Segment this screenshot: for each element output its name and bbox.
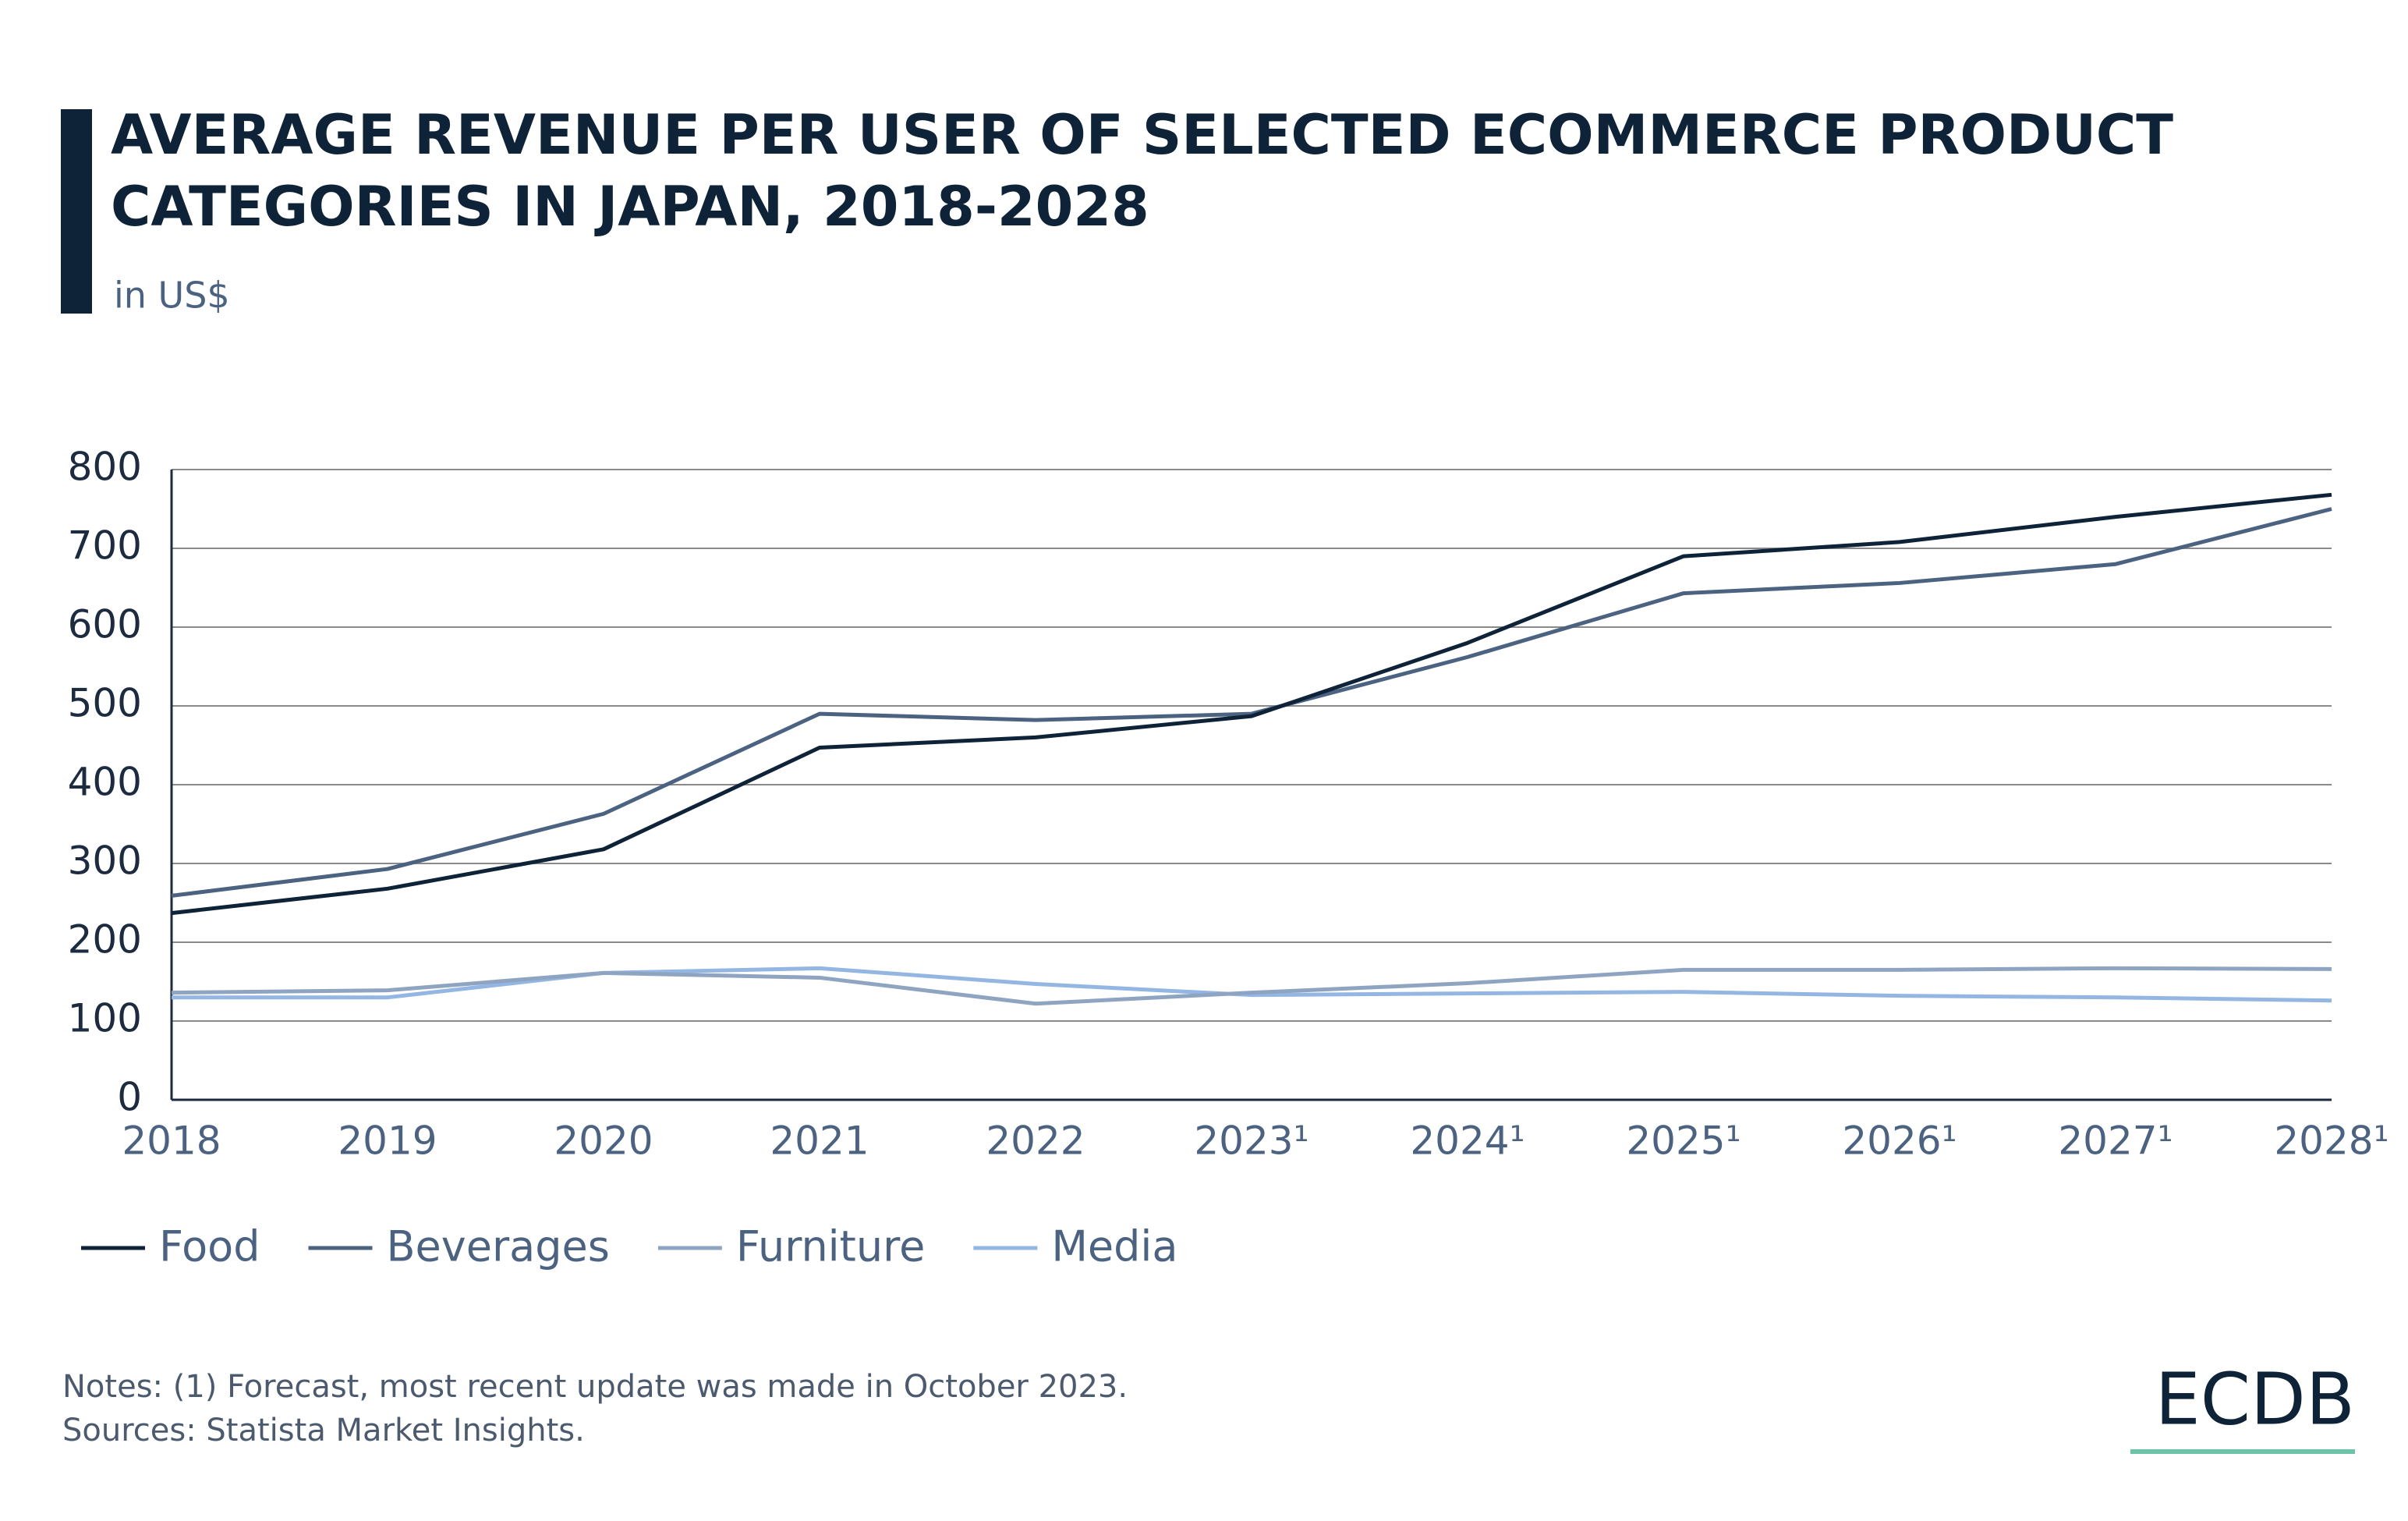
y-tick-label: 0 (117, 1075, 142, 1120)
x-tick-label: 2027¹ (2058, 1119, 2173, 1164)
x-tick-label: 2021 (770, 1119, 869, 1164)
title-bar (61, 109, 92, 314)
line-series (171, 507, 2332, 898)
legend-label: Food (159, 1222, 260, 1271)
y-tick-label: 500 (68, 681, 142, 726)
logo: ECDB (2155, 1357, 2355, 1441)
line-series (171, 492, 2332, 916)
y-tick-label: 400 (68, 760, 142, 805)
x-tick-label: 2025¹ (1626, 1119, 1740, 1164)
logo-underline (2130, 1449, 2355, 1454)
sources: Sources: Statista Market Insights. (62, 1413, 585, 1448)
y-tick-label: 800 (68, 445, 142, 490)
legend-label: Beverages (387, 1222, 610, 1271)
legend-label: Furniture (736, 1222, 925, 1271)
x-tick-label: 2019 (338, 1119, 437, 1164)
line-series (172, 966, 2332, 1003)
legend-label: Media (1051, 1222, 1177, 1271)
chart-title: CATEGORIES IN JAPAN, 2018-2028 (111, 175, 1149, 239)
x-tick-label: 2023¹ (1194, 1119, 1308, 1164)
chart-subtitle: in US$ (114, 275, 230, 317)
line-series (171, 966, 2332, 1006)
notes: Notes: (1) Forecast, most recent update … (62, 1369, 1128, 1405)
x-tick-label: 2018 (122, 1119, 221, 1164)
x-tick-label: 2026¹ (1842, 1119, 1956, 1164)
x-tick-label: 2020 (554, 1119, 653, 1164)
chart-title: AVERAGE REVENUE PER USER OF SELECTED ECO… (111, 103, 2173, 167)
x-tick-label: 2022 (986, 1119, 1085, 1164)
y-tick-label: 700 (68, 523, 142, 569)
x-tick-label: 2024¹ (1410, 1119, 1524, 1164)
y-tick-label: 100 (68, 996, 142, 1041)
y-tick-label: 600 (68, 602, 142, 647)
y-tick-label: 300 (68, 838, 142, 884)
x-tick-label: 2028¹ (2274, 1119, 2389, 1164)
y-tick-label: 200 (68, 917, 142, 963)
